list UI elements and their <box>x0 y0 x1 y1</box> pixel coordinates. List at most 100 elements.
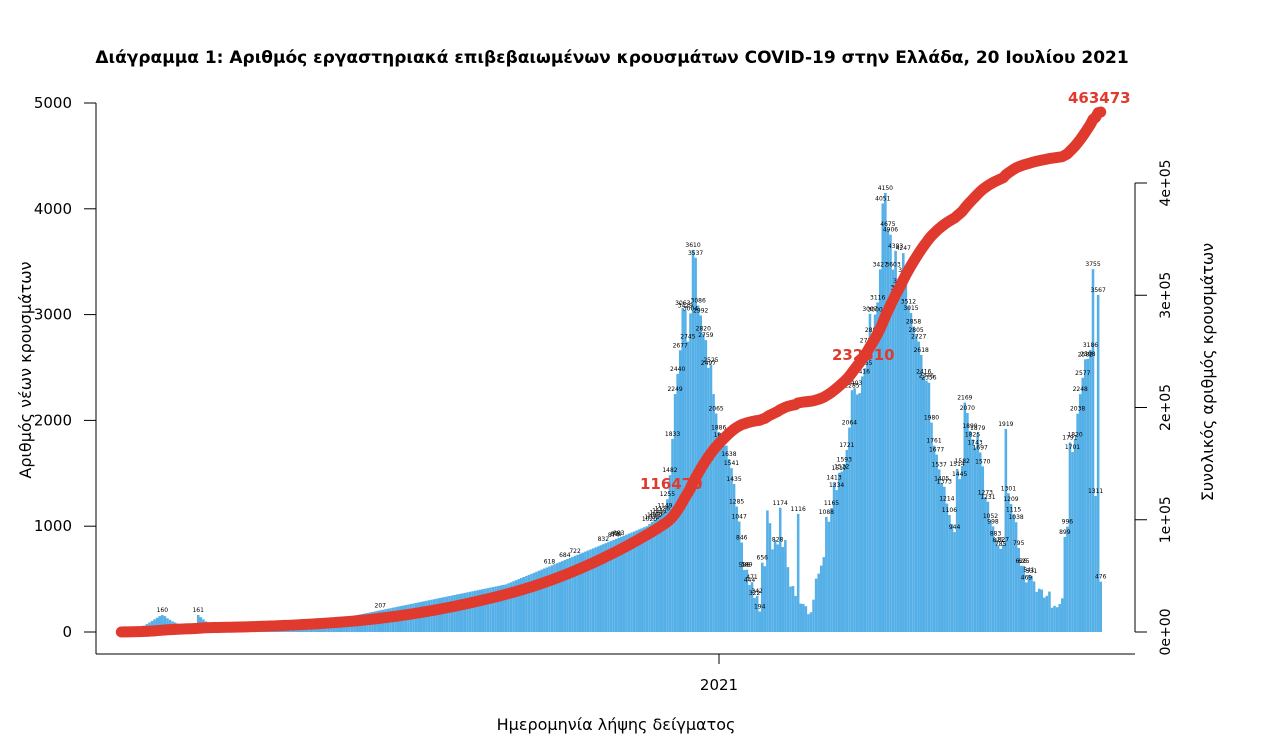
bar <box>1099 581 1102 632</box>
bar <box>1048 591 1051 632</box>
bar <box>1032 581 1036 632</box>
bar-value-label: 2038 <box>1070 406 1085 413</box>
y2-tick-label: 4e+05 <box>1158 159 1174 206</box>
bar <box>537 570 541 632</box>
bar-value-label: 3755 <box>1085 261 1100 268</box>
bar <box>584 551 587 632</box>
bar-value-label: 2497 <box>701 360 716 367</box>
y-axis-label: Αριθμός νέων κρουσμάτων <box>16 261 35 478</box>
bar <box>607 542 610 632</box>
bar <box>714 413 718 632</box>
bar-value-label: 1301 <box>1001 485 1016 492</box>
bar <box>925 380 928 632</box>
bar <box>543 568 546 632</box>
bar <box>589 549 592 632</box>
bar <box>596 546 600 632</box>
bar <box>907 306 910 632</box>
bar <box>1012 514 1015 632</box>
bar <box>866 345 869 632</box>
bar-value-label: 2745 <box>680 334 695 341</box>
bar <box>1027 574 1031 632</box>
bar <box>504 584 508 632</box>
bar-value-label: 444 <box>744 577 756 584</box>
bar <box>640 528 644 632</box>
bar-value-label: 4383 <box>888 243 903 250</box>
bar <box>812 599 815 632</box>
bar <box>917 341 920 632</box>
bar <box>978 452 982 632</box>
bar-value-label: 3427 <box>873 261 888 268</box>
bar <box>817 573 820 632</box>
bar <box>489 587 492 632</box>
bar <box>1076 413 1079 632</box>
bar <box>743 570 746 632</box>
bar <box>1004 428 1008 632</box>
bar <box>627 533 631 632</box>
bar <box>804 606 808 632</box>
bar-value-label: 1020 <box>642 516 657 523</box>
bar <box>1060 598 1064 632</box>
bar-value-label: 944 <box>949 524 961 531</box>
bar <box>966 412 969 632</box>
bar <box>878 269 882 632</box>
bar <box>1045 595 1049 632</box>
bar-value-label: 1209 <box>1003 496 1018 503</box>
bar-value-label: 586 <box>739 562 751 569</box>
bar-value-label: 1537 <box>932 461 947 468</box>
bar-value-label: 3015 <box>903 305 918 312</box>
bar-value-label: 883 <box>613 530 625 537</box>
bar-value-label: 1052 <box>983 513 998 520</box>
bar <box>481 589 485 632</box>
bar-value-label: 874 <box>608 532 620 539</box>
bar-value-label: 2416 <box>855 368 870 375</box>
bar <box>573 555 577 632</box>
bar <box>789 586 792 632</box>
bar <box>509 582 513 632</box>
bar-value-label: 1047 <box>732 514 747 521</box>
bar-value-label: 1677 <box>929 447 944 454</box>
bar <box>522 576 526 632</box>
bar <box>894 250 897 633</box>
bar <box>566 559 569 632</box>
bar <box>1073 439 1077 632</box>
bar-value-label: 1111 <box>652 508 667 515</box>
bar <box>955 468 959 632</box>
bar-value-label: 684 <box>559 552 571 559</box>
bar <box>896 292 900 632</box>
bar <box>737 521 741 632</box>
bar <box>476 590 479 632</box>
bar-value-label: 471 <box>746 574 758 581</box>
bar-value-label: 2582 <box>1078 351 1093 358</box>
bar <box>796 513 800 632</box>
bar <box>860 376 864 632</box>
bar <box>678 350 682 632</box>
bar <box>630 532 633 632</box>
bar <box>822 557 826 632</box>
bar-value-label: 469 <box>1021 574 1033 581</box>
bar-value-label: 1086 <box>650 510 665 517</box>
bar <box>1040 589 1044 632</box>
bar <box>1058 604 1061 632</box>
bar-value-label: 1115 <box>1006 506 1021 513</box>
bar-value-label: 3537 <box>688 250 703 257</box>
bar <box>453 594 456 632</box>
bar-value-label: 4051 <box>875 195 890 202</box>
bar <box>1043 597 1046 632</box>
bar <box>602 544 605 632</box>
bar <box>825 516 828 632</box>
bar-value-label: 2820 <box>696 326 711 333</box>
bar-value-label: 2598 <box>1080 351 1095 358</box>
bar <box>707 367 710 632</box>
x-axis-label: Ημερομηνία λήψης δείγματος <box>497 715 736 734</box>
bar <box>899 285 903 632</box>
bar <box>658 515 661 632</box>
bar <box>1063 536 1067 632</box>
bar <box>832 482 836 632</box>
bar <box>661 513 664 632</box>
cumulative-label-2: 232510 <box>832 346 895 364</box>
bar <box>758 611 761 632</box>
bar <box>876 302 879 632</box>
bar <box>981 466 985 632</box>
bar-value-label: 1701 <box>1065 444 1080 451</box>
